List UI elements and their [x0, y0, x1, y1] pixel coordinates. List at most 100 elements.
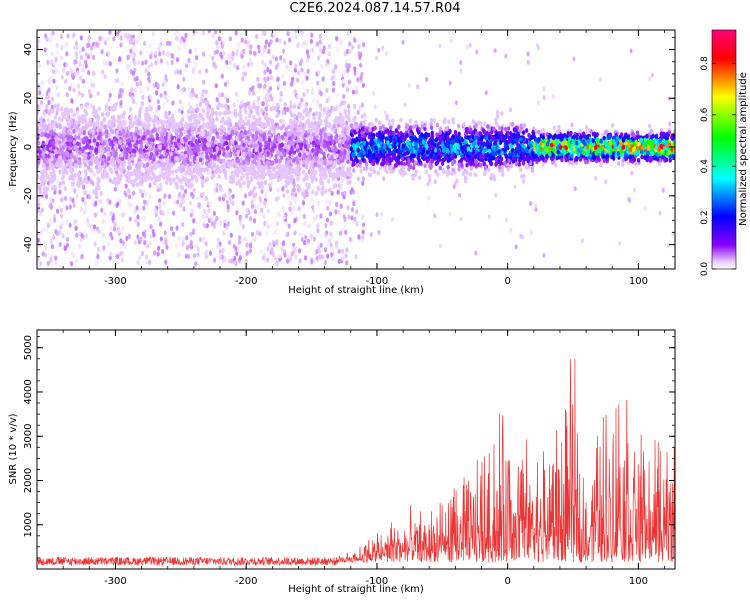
heatmap-cell	[46, 59, 50, 65]
heatmap-cell	[191, 193, 195, 199]
heatmap-cell	[321, 185, 325, 191]
heatmap-cell	[64, 79, 68, 85]
heatmap-cell	[320, 63, 324, 70]
heatmap-cell	[319, 48, 323, 54]
heatmap-cell	[59, 33, 63, 40]
heatmap-cell	[672, 129, 675, 134]
heatmap-cell	[258, 230, 262, 237]
heatmap-cell	[293, 67, 297, 73]
heatmap-cell	[238, 216, 242, 222]
heatmap-cell	[205, 68, 209, 74]
heatmap-cell	[318, 254, 322, 260]
heatmap-cell	[302, 139, 307, 144]
heatmap-cell	[141, 60, 145, 66]
heatmap-cell	[364, 116, 368, 122]
heatmap-cell	[304, 234, 308, 240]
heatmap-cell	[276, 76, 280, 82]
heatmap-cell	[229, 232, 233, 238]
heatmap-cell	[242, 180, 246, 186]
heatmap-cell	[433, 179, 437, 185]
heatmap-cell	[501, 137, 506, 142]
heatmap-cell	[542, 86, 546, 92]
heatmap-cell	[49, 33, 54, 39]
heatmap-cell	[341, 78, 345, 84]
heatmap-cell	[508, 107, 513, 113]
heatmap-cell	[305, 49, 309, 55]
heatmap-cell	[256, 99, 260, 105]
heatmap-cell	[40, 174, 44, 180]
heatmap-cell	[47, 260, 51, 266]
heatmap-cell	[201, 98, 205, 104]
heatmap-cell	[456, 123, 461, 129]
heatmap-cell	[328, 200, 332, 206]
heatmap-cell	[169, 225, 174, 232]
heatmap-cell	[522, 178, 526, 184]
heatmap-cell	[238, 136, 243, 142]
heatmap-cell	[123, 33, 127, 39]
heatmap-cell	[260, 207, 264, 214]
heatmap-cell	[81, 92, 85, 98]
heatmap-cell	[135, 205, 139, 211]
heatmap-cell	[202, 79, 206, 85]
heatmap-cell	[251, 153, 255, 159]
heatmap-cell	[338, 166, 342, 172]
heatmap-cell	[113, 222, 117, 228]
heatmap-cell	[109, 225, 113, 231]
heatmap-cell	[52, 68, 56, 75]
heatmap-cell	[514, 244, 518, 250]
heatmap-cell	[354, 89, 358, 95]
heatmap-cell	[102, 116, 106, 123]
heatmap-cell	[39, 182, 43, 187]
heatmap-cell	[84, 111, 89, 116]
heatmap-cell	[274, 261, 279, 267]
heatmap-cell	[671, 231, 675, 236]
heatmap-cell	[195, 243, 199, 249]
heatmap-cell	[442, 157, 447, 163]
heatmap-cell	[123, 190, 127, 196]
heatmap-cell	[503, 160, 507, 166]
heatmap-cell	[184, 253, 188, 259]
heatmap-cell	[238, 219, 242, 226]
heatmap-cell	[159, 209, 163, 215]
heatmap-cell	[102, 36, 106, 42]
heatmap-cell	[346, 30, 351, 36]
heatmap-cell	[37, 237, 41, 243]
heatmap-cell	[161, 50, 166, 56]
heatmap-cell	[216, 243, 220, 249]
heatmap-cell	[233, 260, 237, 266]
heatmap-cell	[79, 206, 83, 212]
heatmap-cell	[307, 223, 311, 229]
heatmap-cell	[55, 208, 60, 214]
heatmap-cell	[303, 71, 307, 77]
heatmap-cell	[89, 51, 93, 57]
heatmap-cell	[187, 253, 191, 260]
heatmap-cell	[223, 81, 228, 87]
heatmap-cell	[345, 260, 349, 266]
heatmap-cell	[117, 93, 122, 100]
heatmap-cell	[265, 102, 269, 108]
heatmap-cell	[268, 69, 272, 75]
heatmap-cell	[203, 208, 207, 215]
heatmap-cell	[253, 203, 257, 209]
heatmap-cell	[173, 69, 177, 75]
heatmap-cell	[305, 88, 310, 94]
heatmap-cell	[466, 135, 471, 141]
heatmap-cell	[39, 229, 43, 235]
heatmap-cell	[131, 70, 135, 77]
heatmap-cell	[234, 30, 238, 36]
heatmap-cell	[42, 110, 47, 116]
heatmap-cell	[275, 37, 279, 43]
heatmap-cell	[357, 44, 361, 49]
heatmap-cell	[236, 65, 240, 71]
heatmap-cell	[195, 177, 199, 183]
heatmap-cell	[37, 202, 41, 208]
heatmap-cell	[274, 106, 278, 111]
heatmap-cell	[530, 230, 534, 235]
heatmap-cell	[183, 188, 188, 195]
heatmap-cell	[81, 78, 86, 84]
heatmap-cell	[164, 259, 168, 265]
heatmap-cell	[324, 188, 328, 194]
heatmap-cell	[337, 209, 341, 215]
heatmap-cell	[297, 206, 301, 212]
heatmap-cell	[238, 255, 242, 261]
